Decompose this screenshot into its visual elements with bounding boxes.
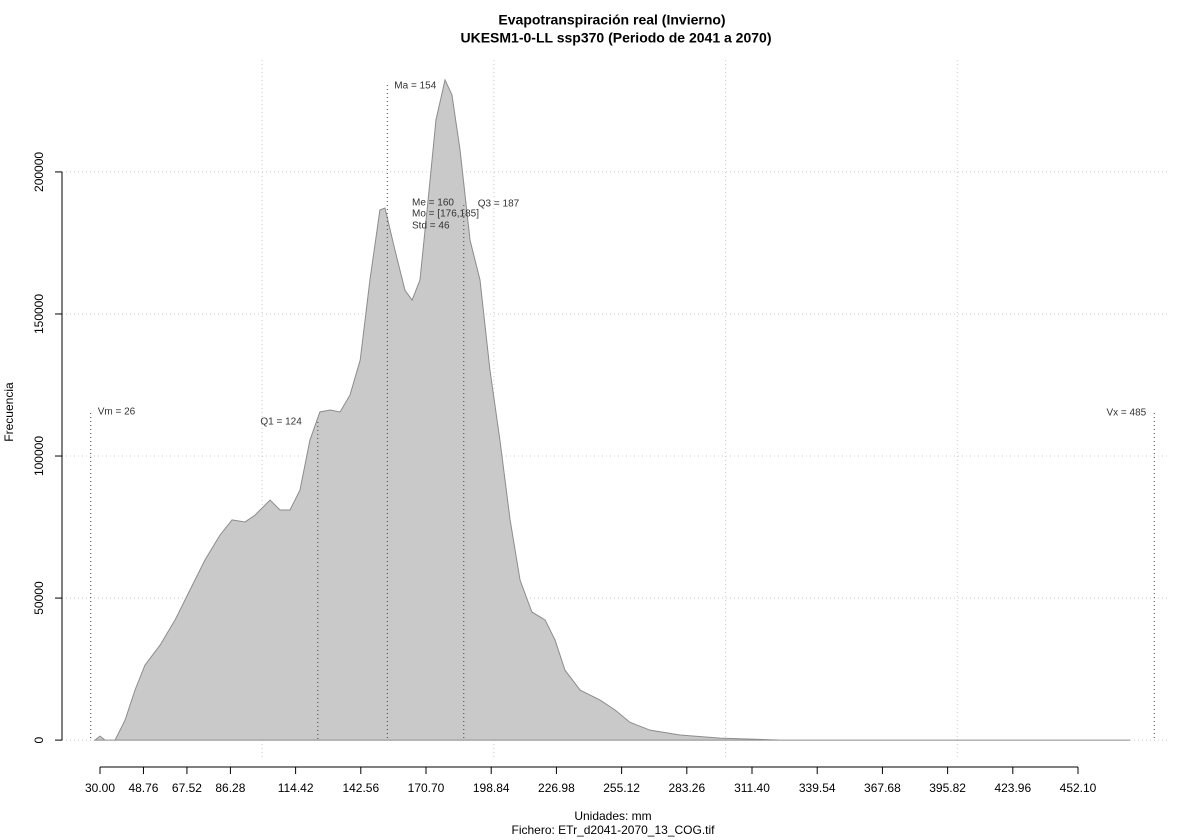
x-tick-label: 423.96 [994, 781, 1031, 795]
x-tick-label: 226.98 [538, 781, 575, 795]
x-tick-label: 142.56 [342, 781, 379, 795]
x-tick-label: 30.00 [85, 781, 115, 795]
annotation: Q1 = 124 [260, 417, 302, 428]
y-tick-label: 100000 [32, 436, 46, 476]
annotation: Ma = 154 [394, 81, 436, 92]
annotation: Mo = [176,185] [412, 209, 479, 220]
x-tick-label: 339.54 [799, 781, 836, 795]
x-tick-label: 48.76 [128, 781, 158, 795]
caption: Fichero: ETr_d2041-2070_13_COG.tif [512, 823, 716, 837]
x-tick-label: 311.40 [734, 781, 770, 795]
x-tick-label: 367.68 [864, 781, 901, 795]
annotation: Me = 160 [412, 198, 454, 209]
x-tick-label: 395.82 [929, 781, 966, 795]
density-area [93, 78, 1130, 741]
x-tick-label: 67.52 [172, 781, 202, 795]
chart-subtitle: UKESM1-0-LL ssp370 (Periodo de 2041 a 20… [461, 30, 772, 46]
y-tick-label: 50000 [32, 581, 46, 615]
x-tick-label: 114.42 [278, 781, 314, 795]
annotation: Vx = 485 [1106, 408, 1146, 419]
y-tick-label: 150000 [32, 294, 46, 334]
annotation: Vm = 26 [98, 407, 136, 418]
x-tick-label: 452.10 [1060, 781, 1097, 795]
x-tick-label: 86.28 [215, 781, 245, 795]
chart-title: Evapotranspiración real (Invierno) [498, 12, 725, 28]
x-tick-label: 255.12 [603, 781, 640, 795]
y-axis-label: Frecuencia [2, 382, 16, 442]
annotation: Std = 46 [412, 221, 450, 232]
x-tick-label: 170.70 [408, 781, 445, 795]
x-axis-label: Unidades: mm [574, 809, 651, 823]
y-tick-label: 0 [32, 736, 46, 743]
x-tick-label: 283.26 [668, 781, 705, 795]
x-tick-label: 198.84 [473, 781, 510, 795]
y-tick-label: 200000 [32, 152, 46, 192]
annotation: Q3 = 187 [478, 199, 520, 210]
